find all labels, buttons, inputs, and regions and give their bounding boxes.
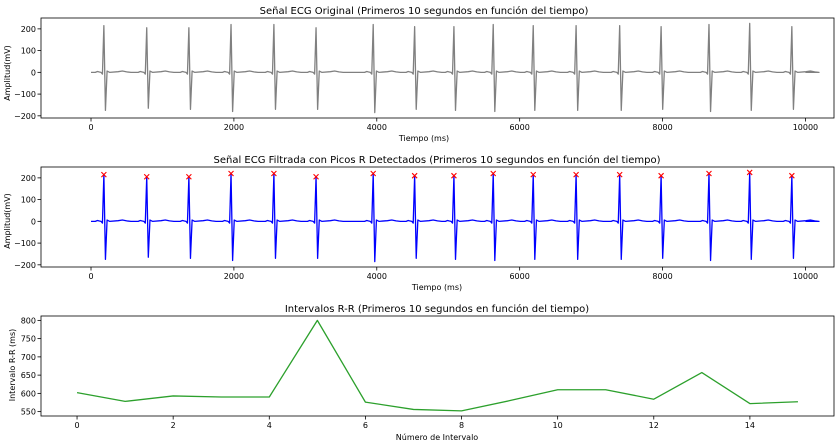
x-tick-label: 0	[74, 421, 79, 430]
y-tick-label: 800	[21, 316, 36, 325]
y-tick-label: 750	[21, 335, 36, 344]
r-peak-marker	[573, 171, 579, 178]
x-tick-label: 2	[171, 421, 176, 430]
y-tick-label: 650	[21, 371, 36, 380]
r-peak-marker	[788, 172, 795, 179]
r-peak-marker	[370, 170, 377, 177]
x-tick-label: 0	[88, 272, 93, 281]
r-peak-marker	[271, 170, 277, 177]
r-peak-marker	[313, 173, 319, 180]
x-axis-label: Tiempo (ms)	[411, 283, 462, 292]
r-peak-marker	[228, 170, 234, 177]
x-tick-label: 2000	[224, 272, 244, 281]
x-tick-label: 6000	[509, 123, 529, 132]
x-tick-label: 6	[363, 421, 368, 430]
y-tick-label: 200	[21, 25, 36, 34]
y-tick-label: 600	[21, 389, 36, 398]
r-peak-marker	[530, 171, 537, 178]
x-tick-label: 4000	[367, 123, 387, 132]
original-ecg-panel: Señal ECG Original (Primeros 10 segundos…	[3, 5, 835, 143]
y-tick-label: 100	[21, 47, 36, 56]
x-tick-label: 6000	[509, 272, 529, 281]
x-tick-label: 10	[553, 421, 563, 430]
rr-interval-panel: Intervalos R-R (Primeros 10 segundos en …	[8, 303, 835, 442]
y-axis-label: Intervalo R-R (ms)	[8, 329, 17, 402]
y-tick-label: 0	[31, 68, 36, 77]
r-peak-marker	[411, 172, 418, 179]
ecg-signal-line	[91, 171, 820, 263]
x-tick-label: 0	[88, 123, 93, 132]
r-peak-marker	[143, 173, 150, 180]
axes-frame	[40, 315, 835, 417]
x-tick-label: 8	[459, 421, 464, 430]
filtered-ecg-panel: Señal ECG Filtrada con Picos R Detectado…	[3, 154, 835, 292]
r-peak-marker	[616, 171, 623, 178]
r-peak-marker	[706, 170, 712, 177]
axes-frame	[40, 17, 835, 119]
y-tick-label: −100	[14, 239, 36, 248]
r-peak-marker	[451, 172, 457, 179]
x-tick-label: 4	[267, 421, 272, 430]
x-axis-label: Número de Intervalo	[396, 433, 479, 442]
y-tick-label: 100	[21, 196, 36, 205]
r-peak-marker	[100, 171, 107, 178]
ecg-signal-line	[91, 22, 820, 114]
y-tick-label: 550	[21, 408, 36, 417]
chart-title: Señal ECG Original (Primeros 10 segundos…	[260, 5, 589, 17]
chart-title: Señal ECG Filtrada con Picos R Detectado…	[213, 154, 660, 166]
y-tick-label: −200	[14, 261, 36, 270]
x-tick-label: 10000	[793, 272, 818, 281]
y-tick-label: 0	[31, 217, 36, 226]
r-peak-marker	[658, 172, 665, 179]
y-axis-label: Amplitud(mV)	[3, 45, 12, 101]
x-axis-label: Tiempo (ms)	[398, 134, 449, 143]
r-peak-marker	[490, 170, 497, 177]
x-tick-label: 10000	[793, 123, 818, 132]
rr-interval-line	[76, 319, 798, 412]
x-tick-label: 2000	[224, 123, 244, 132]
axes-frame	[40, 166, 835, 268]
y-tick-label: 200	[21, 174, 36, 183]
x-tick-label: 8000	[652, 272, 672, 281]
y-tick-label: 700	[21, 353, 36, 362]
chart-title: Intervalos R-R (Primeros 10 segundos en …	[285, 303, 589, 315]
y-tick-label: −100	[14, 90, 36, 99]
x-tick-label: 8000	[652, 123, 672, 132]
y-axis-label: Amplitud(mV)	[3, 193, 12, 249]
r-peak-marker	[746, 169, 753, 176]
x-tick-label: 12	[649, 421, 659, 430]
x-tick-label: 14	[745, 421, 755, 430]
r-peak-marker	[185, 173, 192, 180]
y-tick-label: −200	[14, 112, 36, 121]
x-tick-label: 4000	[367, 272, 387, 281]
